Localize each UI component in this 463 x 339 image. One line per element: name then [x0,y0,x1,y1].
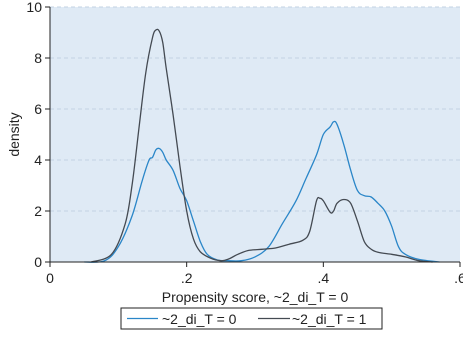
y-tick-label-4: 8 [34,50,42,66]
series-lines [84,28,440,263]
y-tick-label-0: 0 [34,254,42,270]
gridlines [50,6,460,212]
y-tick-label-2: 4 [34,152,42,168]
x-axis-label: Propensity score, ~2_di_T = 0 [162,289,349,305]
legend-box [120,307,383,330]
y-axis-label: density [6,112,22,156]
legend-label-series-1: ~2_di_T = 1 [292,311,367,327]
x-tick-label-3: .6 [454,270,463,286]
x-ticks: 0 .2 .4 .6 [46,262,463,286]
x-tick-label-2: .4 [317,270,329,286]
legend-label-series-0: ~2_di_T = 0 [162,311,237,327]
plot-area [50,7,460,262]
legend: ~2_di_T = 0 ~2_di_T = 1 [120,307,383,330]
x-tick-label-1: .2 [181,270,193,286]
axes [49,7,460,263]
series-line-0 [84,120,440,263]
y-tick-label-3: 6 [34,101,42,117]
y-tick-label-5: 10 [26,0,42,15]
x-tick-label-0: 0 [46,270,54,286]
y-ticks: 0 2 4 6 8 10 [26,0,50,270]
y-tick-label-1: 2 [34,203,42,219]
series-line-1 [90,28,433,263]
